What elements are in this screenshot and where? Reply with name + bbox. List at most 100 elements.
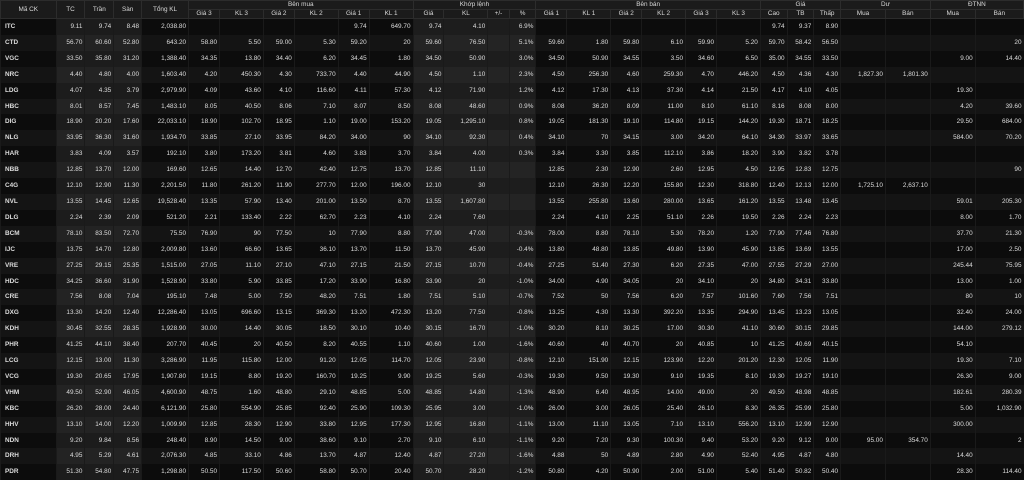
header-total-volume[interactable]: Tổng KL (142, 1, 189, 19)
header-match-change[interactable]: +/- (488, 10, 509, 19)
buy-vol-1-cell: 90 (369, 130, 413, 146)
header-buy-vol-3[interactable]: KL 3 (220, 10, 264, 19)
header-price-avg[interactable]: TB (787, 10, 814, 19)
header-foreign-buy[interactable]: Mua (930, 10, 975, 19)
header-ref[interactable]: TC (56, 1, 85, 19)
header-sell-price-2[interactable]: Giá 2 (611, 10, 642, 19)
symbol-cell[interactable]: NVL (1, 194, 57, 210)
ceil-cell: 36.60 (85, 274, 114, 290)
symbol-cell[interactable]: DRH (1, 448, 57, 464)
header-remain-sell[interactable]: Bán (885, 10, 930, 19)
symbol-cell[interactable]: IJC (1, 242, 57, 258)
header-match-percent[interactable]: % (509, 10, 536, 19)
remain-sell-cell (885, 258, 930, 274)
symbol-cell[interactable]: NRC (1, 67, 57, 83)
price-high-cell: 26.35 (760, 401, 787, 417)
symbol-cell[interactable]: NLG (1, 130, 57, 146)
buy-price-2-cell: 13.65 (263, 242, 294, 258)
header-price-high[interactable]: Cao (760, 10, 787, 19)
symbol-cell[interactable]: DLG (1, 210, 57, 226)
symbol-cell[interactable]: ITC (1, 19, 57, 35)
header-floor[interactable]: Sàn (114, 1, 142, 19)
symbol-cell[interactable]: LDG (1, 83, 57, 99)
symbol-cell[interactable]: NDN (1, 433, 57, 449)
symbol-cell[interactable]: VRE (1, 258, 57, 274)
symbol-cell[interactable]: HAR (1, 146, 57, 162)
header-match-price[interactable]: Giá (413, 10, 444, 19)
header-buy-vol-1[interactable]: KL 1 (369, 10, 413, 19)
ceil-cell: 20.20 (85, 114, 114, 130)
symbol-cell[interactable]: CRE (1, 289, 57, 305)
header-sell-price-1[interactable]: Giá 1 (536, 10, 567, 19)
header-buy-price-2[interactable]: Giá 2 (263, 10, 294, 19)
symbol-cell[interactable]: HHV (1, 417, 57, 433)
header-ceil[interactable]: Trần (85, 1, 114, 19)
symbol-cell[interactable]: VCG (1, 369, 57, 385)
symbol-cell[interactable]: CTD (1, 35, 57, 51)
symbol-cell[interactable]: NBB (1, 162, 57, 178)
symbol-cell[interactable]: LCG (1, 353, 57, 369)
ref-cell: 33.95 (56, 130, 85, 146)
sell-price-2-cell: 34.55 (611, 51, 642, 67)
header-sell-vol-1[interactable]: KL 1 (567, 10, 611, 19)
header-sell-vol-3[interactable]: KL 3 (717, 10, 761, 19)
symbol-cell[interactable]: DXG (1, 305, 57, 321)
price-high-cell: 13.10 (760, 417, 787, 433)
header-remain-buy[interactable]: Mua (841, 10, 886, 19)
symbol-cell[interactable]: VGC (1, 51, 57, 67)
symbol-cell[interactable]: KDH (1, 321, 57, 337)
foreign-buy-cell: 182.61 (930, 385, 975, 401)
symbol-cell[interactable]: PDR (1, 464, 57, 480)
header-sell-price-3[interactable]: Giá 3 (686, 10, 717, 19)
sell-price-3-cell: 51.00 (686, 464, 717, 480)
header-symbol[interactable]: Mã CK (1, 1, 57, 19)
header-match-vol[interactable]: KL (444, 10, 488, 19)
header-buy-price-3[interactable]: Giá 3 (189, 10, 220, 19)
ceil-cell: 35.80 (85, 51, 114, 67)
sell-vol-2-cell: 123.90 (642, 353, 686, 369)
symbol-cell[interactable]: HDC (1, 274, 57, 290)
symbol-cell[interactable]: C4G (1, 178, 57, 194)
header-buy-price-1[interactable]: Giá 1 (338, 10, 369, 19)
match-price-cell: 13.70 (413, 242, 444, 258)
header-sell-vol-2[interactable]: KL 2 (642, 10, 686, 19)
header-price-low[interactable]: Thấp (814, 10, 841, 19)
symbol-cell[interactable]: PHR (1, 337, 57, 353)
symbol-cell[interactable]: HBC (1, 99, 57, 115)
header-foreign-sell[interactable]: Bán (975, 10, 1023, 19)
header-buy-vol-2[interactable]: KL 2 (294, 10, 338, 19)
symbol-cell[interactable]: BCM (1, 226, 57, 242)
symbol-cell[interactable]: VHM (1, 385, 57, 401)
symbol-cell[interactable]: DIG (1, 114, 57, 130)
symbol-cell[interactable]: KBC (1, 401, 57, 417)
